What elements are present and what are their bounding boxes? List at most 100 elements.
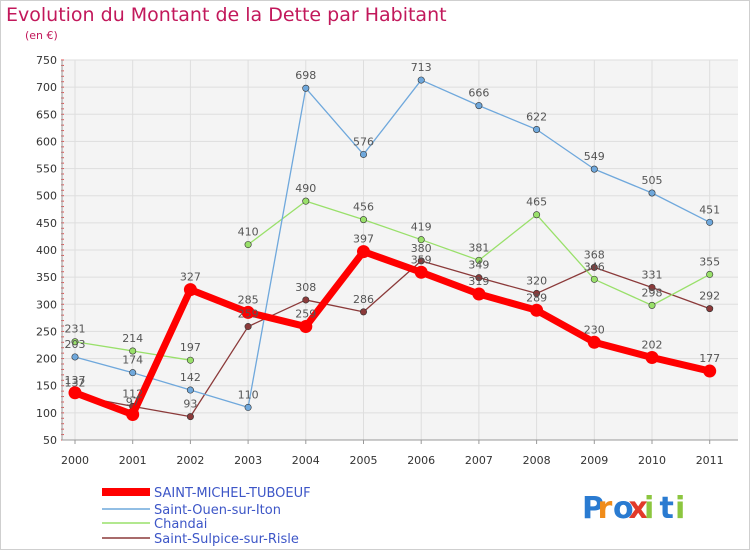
data-point — [590, 275, 598, 283]
data-point — [71, 353, 79, 361]
y-tick-label: 100 — [36, 407, 57, 420]
data-point — [590, 165, 598, 173]
x-tick-label: 2002 — [176, 454, 204, 467]
data-label: 368 — [584, 248, 605, 261]
data-point — [587, 335, 601, 349]
data-point — [183, 283, 197, 297]
data-point — [417, 236, 425, 244]
x-tick-label: 2009 — [580, 454, 608, 467]
data-label: 112 — [122, 387, 143, 400]
data-point — [244, 403, 252, 411]
data-label: 622 — [526, 110, 547, 123]
y-tick-label: 750 — [36, 54, 57, 67]
data-label: 410 — [238, 226, 259, 239]
x-tick-label: 2006 — [407, 454, 435, 467]
data-label: 349 — [468, 259, 489, 272]
x-tick-label: 2007 — [465, 454, 493, 467]
y-tick-label: 550 — [36, 163, 57, 176]
data-label: 197 — [180, 341, 201, 354]
data-label: 298 — [642, 286, 663, 299]
data-point — [590, 263, 598, 271]
data-label: 456 — [353, 201, 374, 214]
data-point — [129, 347, 137, 355]
brand-logo-letter: P — [582, 491, 604, 526]
data-label: 465 — [526, 196, 547, 209]
data-label: 319 — [468, 275, 489, 288]
legend-label: Saint-Sulpice-sur-Risle — [154, 532, 299, 547]
data-label: 451 — [699, 203, 720, 216]
series-line-0 — [71, 248, 714, 418]
data-label: 214 — [122, 332, 143, 345]
data-point — [533, 289, 541, 297]
data-label: 549 — [584, 150, 605, 163]
data-point — [357, 245, 370, 259]
data-label: 666 — [468, 87, 489, 100]
x-tick-label: 2008 — [523, 454, 551, 467]
data-label: 381 — [468, 241, 489, 254]
data-point — [417, 257, 425, 265]
data-point — [302, 296, 310, 304]
data-point — [706, 270, 714, 278]
data-point — [359, 216, 367, 224]
data-point — [71, 338, 79, 346]
data-point — [475, 256, 483, 264]
data-label: 203 — [65, 338, 86, 351]
data-label: 285 — [238, 293, 259, 306]
y-tick-label: 250 — [36, 325, 57, 338]
data-point — [299, 320, 313, 334]
data-label: 231 — [65, 323, 86, 336]
x-tick-label: 2005 — [350, 454, 378, 467]
data-point — [244, 241, 252, 249]
data-label: 174 — [122, 354, 143, 367]
data-label: 292 — [699, 290, 720, 303]
data-label: 230 — [584, 323, 605, 336]
y-tick-label: 150 — [36, 380, 57, 393]
data-point — [706, 305, 714, 313]
data-label: 380 — [411, 242, 432, 255]
legend-label: Chandai — [154, 517, 207, 532]
y-tick-label: 200 — [36, 353, 57, 366]
x-tick-label: 2000 — [61, 454, 89, 467]
data-point — [126, 407, 140, 421]
y-tick-label: 450 — [36, 217, 57, 230]
data-label: 359 — [411, 253, 432, 266]
chart-unit: (en €) — [25, 29, 58, 42]
data-label: 259 — [295, 308, 316, 321]
x-tick-label: 2010 — [638, 454, 666, 467]
data-point — [186, 356, 194, 364]
data-point — [648, 301, 656, 309]
data-point — [703, 364, 717, 378]
data-label: 177 — [699, 352, 720, 365]
series-line-1 — [74, 79, 711, 409]
data-label: 320 — [526, 274, 547, 287]
data-point — [472, 287, 486, 301]
data-label: 576 — [353, 135, 374, 148]
data-point — [68, 386, 82, 400]
data-point — [302, 84, 310, 92]
y-tick-label: 300 — [36, 298, 57, 311]
data-point — [359, 150, 367, 158]
data-point — [475, 274, 483, 282]
data-label: 505 — [642, 174, 663, 187]
x-tick-label: 2011 — [696, 454, 724, 467]
chart-title: Evolution du Montant de la Dette par Hab… — [6, 4, 447, 26]
data-label: 331 — [642, 268, 663, 281]
data-point — [244, 323, 252, 331]
data-label: 713 — [411, 61, 432, 74]
data-label: 397 — [353, 233, 374, 246]
legend-label: Saint-Ouen-sur-Iton — [154, 503, 281, 518]
brand-logo-letter: t — [660, 491, 674, 526]
data-label: 308 — [295, 281, 316, 294]
x-tick-label: 2004 — [292, 454, 320, 467]
data-point — [648, 189, 656, 197]
data-point — [645, 350, 659, 364]
data-label: 355 — [699, 255, 720, 268]
data-point — [414, 265, 428, 279]
data-point — [359, 308, 367, 316]
data-label: 110 — [238, 388, 259, 401]
data-label: 289 — [526, 291, 547, 304]
data-point — [648, 283, 656, 291]
brand-logo-letter: r — [598, 491, 613, 526]
y-tick-label: 350 — [36, 271, 57, 284]
